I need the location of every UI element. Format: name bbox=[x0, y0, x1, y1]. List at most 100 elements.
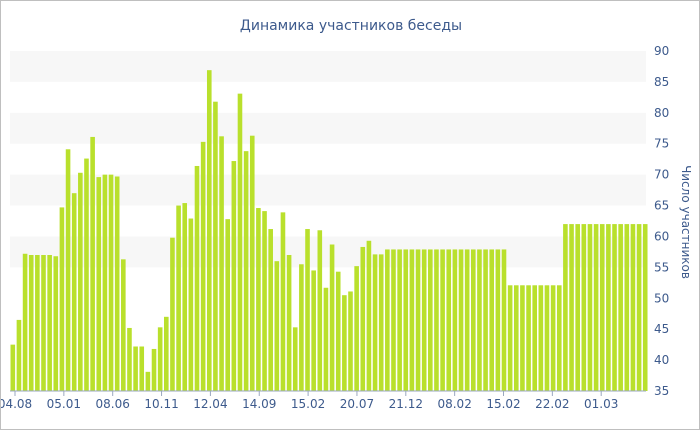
bar bbox=[35, 255, 40, 391]
bar bbox=[526, 285, 531, 391]
bar bbox=[274, 261, 280, 391]
x-tick-label: 04.08 bbox=[1, 397, 32, 411]
background-band bbox=[10, 112, 646, 144]
bar bbox=[464, 249, 470, 391]
bar bbox=[108, 174, 114, 391]
bar bbox=[354, 266, 359, 391]
bar bbox=[471, 249, 476, 391]
bar bbox=[145, 371, 151, 391]
bar bbox=[563, 224, 568, 391]
bar bbox=[280, 212, 286, 391]
bar bbox=[520, 285, 525, 391]
bar bbox=[182, 203, 188, 391]
bar bbox=[329, 244, 335, 391]
bar bbox=[415, 249, 421, 391]
bar bbox=[612, 224, 617, 391]
bar bbox=[477, 249, 482, 391]
bar bbox=[114, 176, 120, 391]
bar bbox=[305, 229, 310, 391]
bar bbox=[434, 249, 439, 391]
bar bbox=[311, 270, 316, 391]
bar bbox=[550, 285, 556, 391]
y-tick-label: 35 bbox=[654, 384, 669, 398]
x-tick-label: 15.02 bbox=[486, 397, 520, 411]
x-axis-ticks: 04.08 05.01 08.06 10.11 12.04 14.09 15.02 20.07… bbox=[1, 391, 618, 411]
y-tick-label: 60 bbox=[654, 229, 669, 243]
bar bbox=[323, 287, 329, 391]
bar bbox=[538, 285, 544, 391]
x-tick-label: 01.03 bbox=[584, 397, 618, 411]
bar bbox=[170, 237, 175, 391]
bar bbox=[151, 348, 157, 391]
bar bbox=[507, 285, 513, 391]
bar bbox=[249, 135, 255, 391]
y-tick-label: 85 bbox=[654, 75, 669, 89]
bar bbox=[428, 249, 433, 391]
bar bbox=[194, 165, 200, 391]
bar bbox=[90, 136, 95, 391]
bar bbox=[569, 224, 574, 391]
bar bbox=[237, 93, 243, 392]
bar bbox=[84, 158, 89, 391]
bar bbox=[225, 219, 230, 391]
bar bbox=[96, 177, 102, 391]
bar bbox=[409, 249, 415, 391]
bar bbox=[71, 193, 77, 391]
bar bbox=[243, 151, 249, 391]
bar bbox=[59, 207, 65, 391]
bar bbox=[139, 346, 145, 391]
y-tick-label: 90 bbox=[654, 44, 669, 58]
bar bbox=[102, 174, 108, 391]
bar bbox=[157, 327, 163, 391]
bar bbox=[483, 249, 488, 391]
bar bbox=[532, 285, 537, 391]
bar bbox=[593, 224, 599, 391]
y-axis-label: Число участников bbox=[679, 165, 693, 279]
bar bbox=[200, 141, 206, 391]
bar bbox=[501, 249, 507, 391]
x-tick-label: 22.02 bbox=[535, 397, 569, 411]
bar bbox=[262, 211, 267, 391]
background-band bbox=[10, 51, 646, 82]
bar bbox=[213, 101, 218, 391]
bar bbox=[403, 249, 409, 391]
bar bbox=[231, 161, 237, 391]
bar bbox=[348, 291, 353, 391]
bar bbox=[458, 249, 464, 391]
bar bbox=[624, 224, 630, 391]
background-bands bbox=[10, 51, 646, 268]
y-tick-label: 65 bbox=[654, 199, 669, 213]
bars bbox=[10, 70, 648, 392]
x-tick-label: 10.11 bbox=[144, 397, 178, 411]
bar bbox=[556, 285, 562, 391]
bar bbox=[53, 256, 59, 391]
bar bbox=[372, 254, 378, 391]
x-tick-label: 05.01 bbox=[47, 397, 81, 411]
y-axis-ticks: 35 40 45 50 55 60 65 70 75 80 85 90 bbox=[654, 44, 669, 398]
bar bbox=[206, 70, 212, 391]
bar bbox=[268, 229, 273, 391]
bar bbox=[164, 316, 169, 391]
x-tick-label: 08.02 bbox=[437, 397, 471, 411]
bar bbox=[618, 224, 623, 391]
bar bbox=[391, 249, 396, 391]
x-tick-label: 12.04 bbox=[193, 397, 227, 411]
x-tick-label: 20.07 bbox=[340, 397, 374, 411]
bar bbox=[446, 249, 452, 391]
bar bbox=[587, 224, 593, 391]
bar bbox=[544, 285, 550, 391]
bar bbox=[16, 319, 22, 391]
bar bbox=[292, 327, 298, 391]
bar bbox=[28, 255, 34, 391]
bar bbox=[133, 346, 138, 391]
y-tick-label: 75 bbox=[654, 137, 669, 151]
bar bbox=[581, 224, 587, 391]
bar bbox=[489, 249, 495, 391]
bar bbox=[513, 285, 519, 391]
bar bbox=[366, 240, 372, 391]
bar bbox=[299, 264, 304, 391]
y-tick-label: 45 bbox=[654, 322, 669, 336]
y-tick-label: 55 bbox=[654, 260, 669, 274]
